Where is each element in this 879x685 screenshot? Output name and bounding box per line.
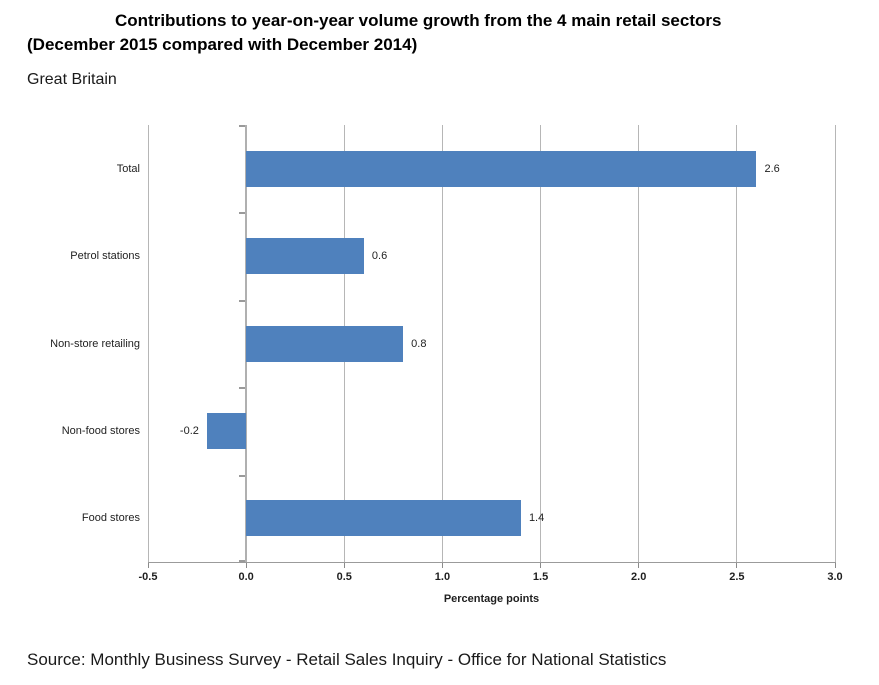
x-axis-tick <box>540 563 542 568</box>
x-tick-label: 2.5 <box>729 571 745 583</box>
bar-petrol-stations <box>246 238 364 275</box>
plot-area: -0.5 0.0 0.5 1.0 1.5 2.0 2.5 3.0 2.6 0.6 0.8 -0.2 1.… <box>139 125 843 583</box>
category-axis-tick <box>239 387 246 390</box>
data-label-food-stores: 1.4 <box>528 512 545 525</box>
category-axis-tick <box>239 212 246 215</box>
category-axis-tick <box>239 560 246 562</box>
data-label-non-food-stores: -0.2 <box>179 424 199 437</box>
chart-subtitle: Great Britain <box>27 71 117 88</box>
category-label-total: Total <box>116 162 140 175</box>
x-tick-label: -0.5 <box>138 571 158 583</box>
category-label-non-store-retailing: Non-store retailing <box>50 337 140 350</box>
bar-non-store-retailing <box>246 325 404 362</box>
x-axis-title: Percentage points <box>443 593 540 605</box>
x-tick-label: 0.0 <box>238 571 254 583</box>
x-axis-tick <box>638 563 640 568</box>
data-label-non-store-retailing: 0.8 <box>411 337 427 350</box>
gridline--0.5 <box>147 125 149 562</box>
x-axis-tick <box>834 563 836 568</box>
x-axis-tick <box>147 563 149 568</box>
x-axis-tick <box>343 563 345 568</box>
x-axis-tick <box>441 563 443 568</box>
category-axis-labels: Total Petrol stations Non-store retailing N… <box>0 125 140 562</box>
category-axis-tick <box>239 125 246 127</box>
bar-chart-figure: Contributions to year-on-year volume gro… <box>0 11 843 605</box>
gridline-2.0 <box>638 125 640 562</box>
category-axis-tick <box>239 299 246 302</box>
gridline-3.0 <box>834 125 836 562</box>
x-axis-tick <box>736 563 738 568</box>
chart-title-line2: (December 2015 compared with December 20… <box>27 35 418 54</box>
bar-total <box>246 150 757 187</box>
data-label-total: 2.6 <box>764 162 780 175</box>
x-tick-label: 3.0 <box>827 571 843 583</box>
category-label-petrol-stations: Petrol stations <box>70 250 140 263</box>
gridline-1.5 <box>540 125 542 562</box>
category-label-non-food-stores: Non-food stores <box>61 424 140 437</box>
x-axis-line <box>148 562 836 563</box>
x-tick-label: 0.5 <box>336 571 352 583</box>
gridline-1.0 <box>441 125 443 562</box>
gridline-2.5 <box>736 125 738 562</box>
category-axis-tick <box>239 474 246 477</box>
chart-title-line1: Contributions to year-on-year volume gro… <box>115 11 722 30</box>
data-label-petrol-stations: 0.6 <box>371 250 388 263</box>
bar-non-food-stores <box>206 412 247 449</box>
bar-food-stores <box>246 500 521 537</box>
category-label-food-stores: Food stores <box>81 512 140 525</box>
source-note: Source: Monthly Business Survey - Retail… <box>27 650 667 669</box>
x-tick-label: 2.0 <box>631 571 647 583</box>
x-axis-tick <box>245 563 247 568</box>
x-tick-label: 1.5 <box>532 571 549 583</box>
x-tick-label: 1.0 <box>434 571 451 583</box>
